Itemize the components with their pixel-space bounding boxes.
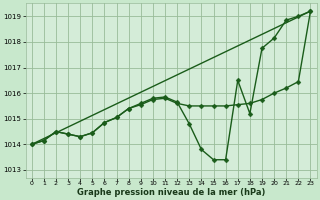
X-axis label: Graphe pression niveau de la mer (hPa): Graphe pression niveau de la mer (hPa) — [77, 188, 265, 197]
